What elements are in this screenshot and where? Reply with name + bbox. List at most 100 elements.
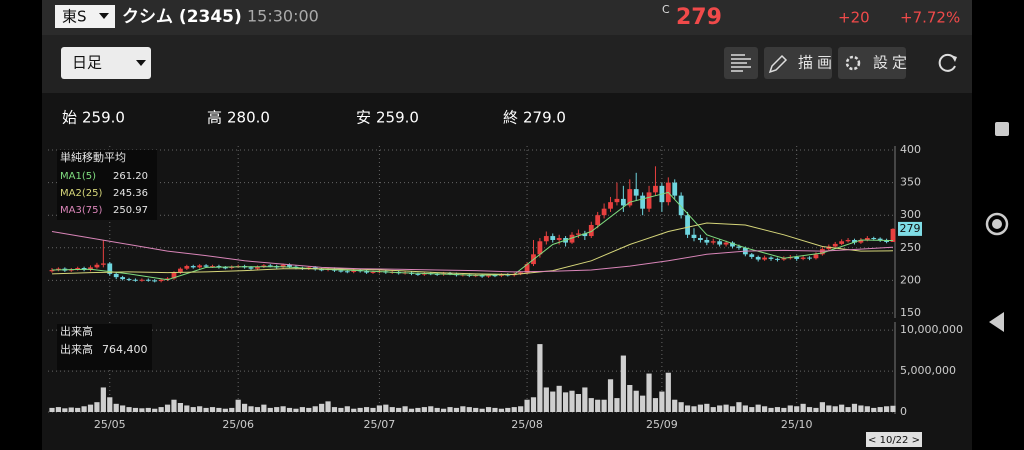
candle-body — [569, 234, 575, 243]
volume-bar — [100, 387, 106, 412]
volume-bar — [466, 407, 472, 412]
candle-body — [852, 239, 857, 243]
x-tick-label: 25/06 — [222, 418, 254, 431]
y-tick-label: 150 — [900, 306, 921, 319]
candle-body — [152, 280, 158, 282]
ohlc-value: 259.0 — [82, 109, 125, 127]
volume-bar — [222, 408, 228, 412]
nav-recent[interactable] — [995, 122, 1009, 136]
volume-bar — [575, 394, 582, 412]
volume-bar — [351, 408, 357, 412]
candle-body — [819, 249, 825, 255]
settings-button[interactable] — [838, 47, 906, 79]
volume-bar — [659, 391, 665, 412]
volume-bar — [370, 407, 376, 412]
volume-bar — [312, 406, 318, 412]
ohlc-value: 279.0 — [523, 109, 566, 127]
candle-body — [890, 228, 896, 242]
draw-button[interactable] — [764, 47, 832, 79]
volume-bar — [813, 407, 819, 412]
legend-name: MA1(5) — [60, 171, 96, 182]
candle-body — [807, 257, 812, 259]
volume-bar — [197, 406, 203, 412]
candle-body — [158, 279, 164, 282]
candle-body — [550, 236, 556, 240]
ohlc-label: 終 — [503, 109, 518, 127]
volume-bar — [794, 406, 800, 412]
volume-bar — [562, 392, 569, 412]
nav-home[interactable] — [985, 212, 1009, 236]
volume-bar — [537, 344, 543, 412]
volume-bar — [800, 403, 806, 412]
legend-name: 出来高 — [60, 342, 93, 356]
ohlc-value: 280.0 — [227, 109, 270, 127]
candle-body — [56, 268, 61, 270]
candle-body — [749, 254, 755, 257]
candle-body — [344, 271, 350, 273]
volume-bar — [556, 385, 562, 412]
price-tag — [898, 221, 922, 236]
volume-bar — [460, 406, 466, 412]
draw-label: 描画 — [798, 54, 836, 72]
date-nav[interactable] — [866, 432, 922, 447]
volume-bar — [402, 406, 408, 412]
candle-body — [364, 271, 369, 273]
volume-bar — [158, 407, 164, 412]
candle-body — [537, 241, 543, 255]
volume-bar — [819, 402, 825, 412]
change: +20 — [838, 9, 870, 27]
volume-bar — [293, 408, 299, 412]
candle-body — [280, 264, 286, 268]
dropdown-arrow — [136, 60, 146, 66]
volume-bar — [389, 407, 395, 412]
volume-bar — [286, 407, 293, 412]
volume-bar — [396, 407, 402, 412]
volume-bar — [229, 407, 235, 412]
candle-body — [524, 264, 530, 273]
date-nav-label: < 10/22 > — [868, 435, 920, 446]
volume-bar — [704, 403, 710, 412]
candle-body — [222, 267, 228, 269]
volume-bar — [447, 407, 453, 412]
refresh-icon[interactable] — [938, 53, 956, 72]
candle-body — [736, 246, 742, 248]
candle-body — [94, 264, 100, 268]
candle-body — [685, 215, 690, 235]
ohlc-label: 安 — [356, 109, 371, 127]
volume-bar — [742, 405, 748, 412]
volume-bar — [338, 407, 344, 412]
legend-box — [57, 150, 157, 220]
volume-bar — [652, 398, 659, 412]
x-tick-label: 25/09 — [646, 418, 678, 431]
volume-bar — [190, 407, 196, 412]
time: 15:30:00 — [247, 7, 319, 26]
candle-body — [518, 272, 524, 274]
candle-body — [794, 256, 800, 259]
y-tick-label: 5,000,000 — [900, 364, 956, 377]
y-tick-label: 350 — [900, 176, 921, 189]
candle-body — [351, 269, 357, 272]
change-pct: +7.72% — [900, 9, 960, 27]
candle-body — [120, 277, 126, 280]
candle-body — [813, 254, 819, 259]
volume-bar — [344, 406, 350, 412]
volume-bar — [132, 407, 139, 412]
price-tag-label: 279 — [900, 222, 921, 235]
candle-body — [447, 273, 453, 275]
candle-body — [261, 265, 267, 267]
candle-body — [479, 275, 485, 277]
volume-bar — [762, 406, 768, 412]
x-tick-label: 25/08 — [511, 418, 543, 431]
ohlc-label: 高 — [207, 109, 222, 127]
legend-name: MA2(25) — [60, 188, 102, 199]
ohlc-row: 始 259.0 高 280.0 安 259.0 終 279.0 — [62, 109, 566, 127]
volume-bar — [145, 407, 151, 412]
candle-body — [338, 270, 344, 272]
volume-bar — [473, 407, 479, 412]
candle-body — [139, 279, 145, 281]
exchange-select[interactable] — [55, 5, 115, 28]
candle-body — [595, 215, 601, 225]
period-select[interactable] — [61, 47, 151, 79]
nav-back[interactable] — [989, 312, 1004, 332]
